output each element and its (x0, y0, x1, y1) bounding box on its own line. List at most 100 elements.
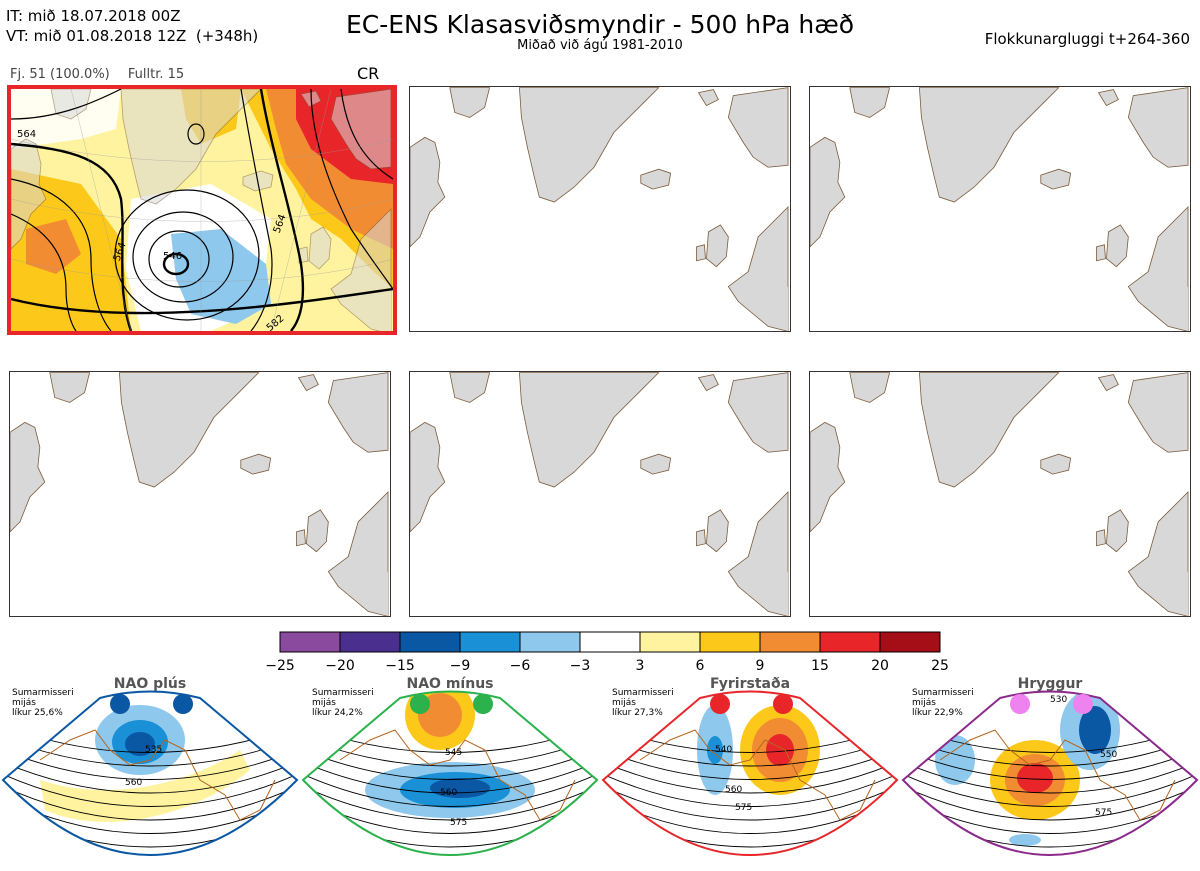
cluster-3-map (810, 87, 1189, 331)
height-contour (903, 772, 1197, 807)
anomaly-area (1017, 763, 1053, 793)
valid-time: VT: mið 01.08.2018 12Z (+348h) (6, 27, 259, 45)
contour-label: 535 (145, 745, 162, 755)
forecast-times: IT: mið 18.07.2018 00Z VT: mið 01.08.201… (6, 6, 258, 46)
coastline (639, 729, 876, 821)
regime-marker-dot (710, 694, 730, 714)
regime-1: NAO plús Sumarmisseri mijás líkur 25,6% 535 5… (0, 670, 300, 870)
initial-time: IT: mið 18.07.2018 00Z (6, 7, 181, 25)
height-contour (3, 844, 297, 855)
height-contour (3, 760, 297, 794)
contour-label: 545 (445, 748, 462, 758)
height-contour (3, 748, 297, 780)
cluster-panel-1: 564 564 546 564 582 (7, 85, 397, 335)
height-contour (603, 844, 897, 855)
cluster-1-map: 564 564 546 564 582 (11, 89, 393, 331)
coastline (939, 729, 1176, 821)
coastline (339, 729, 576, 821)
cluster-2-map (410, 87, 789, 331)
colorbar-swatch (819, 631, 881, 653)
height-contour (603, 808, 897, 848)
contour-label: 575 (1095, 808, 1112, 818)
colorbar: −25 −20 −15 −9 −6 −3 3 6 9 15 20 25 (265, 631, 949, 674)
regime-title: NAO plús (113, 676, 187, 692)
regime-note: Sumarmisseri mijás líkur 27,3% (612, 688, 674, 718)
cluster-6-map (810, 372, 1189, 616)
anomaly-area (125, 732, 155, 756)
colorbar-tick-label: 20 (871, 658, 889, 674)
height-contour (603, 832, 897, 855)
classification-window: Flokkunargluggi t+264-360 (984, 30, 1190, 48)
colorbar-tick-label: −3 (570, 658, 591, 674)
contour-label: 564 (17, 129, 36, 140)
regime-title: NAO mínus (406, 676, 494, 692)
colorbar-swatch (399, 631, 461, 653)
contour-label: 560 (725, 785, 742, 795)
height-contour (3, 784, 297, 821)
representative-member: Fulltr. 15 (127, 67, 185, 82)
regime-border (1, 690, 299, 856)
anomaly-area (1009, 834, 1041, 846)
cluster-panel-3 (809, 86, 1191, 332)
regime-4: Hryggur Sumarmisseri mijás líkur 22,9% 530 55… (900, 670, 1200, 870)
contour-label: 560 (440, 788, 457, 798)
height-contour (903, 760, 1197, 794)
regime-marker-dot (410, 694, 430, 714)
contour-label: 546 (163, 251, 182, 262)
regime-code: CR (357, 64, 380, 83)
height-contour (303, 772, 597, 807)
regime-border (301, 690, 599, 856)
anomaly-area (40, 750, 250, 822)
regime-border (901, 690, 1199, 856)
page-title: EC-ENS Klasasviðsmyndir - 500 hPa hæð (345, 10, 855, 39)
anomaly-area (430, 778, 490, 798)
page-subtitle: Miðað við ágú 1981-2010 (517, 38, 683, 53)
height-contour (603, 760, 897, 794)
contour-label: 560 (125, 778, 142, 788)
height-contour (603, 772, 897, 807)
colorbar-swatch (579, 631, 641, 653)
regime-note: Sumarmisseri mijás líkur 25,6% (12, 688, 74, 718)
colorbar-tick-label: −9 (450, 658, 471, 674)
height-contour (303, 844, 597, 855)
colorbar-tick-label: 9 (756, 658, 765, 674)
colorbar-swatch (279, 631, 341, 653)
contour-label: 575 (450, 818, 467, 828)
regime-title: Hryggur (1017, 676, 1083, 692)
anomaly-area (766, 734, 794, 766)
colorbar-tick-label: 15 (811, 658, 829, 674)
regime-note: Sumarmisseri mijás líkur 24,2% (312, 688, 374, 718)
regime-3: Fyrirstaða Sumarmisseri mijás líkur 27,3% 54… (600, 670, 900, 870)
regime-marker-dot (1073, 694, 1093, 714)
height-contour (3, 772, 297, 807)
contour-label: 575 (735, 803, 752, 813)
height-contour (603, 784, 897, 821)
height-contour (903, 784, 1197, 821)
height-contour (603, 748, 897, 780)
regime-marker-dot (1010, 694, 1030, 714)
member-count: Fj. 51 (100.0%) (10, 67, 110, 82)
cluster-panel-5 (409, 371, 791, 617)
anomaly-area (935, 735, 975, 785)
contour-label: 550 (1100, 750, 1117, 760)
cluster-4-map (10, 372, 389, 616)
regime-2: NAO mínus Sumarmisseri mijás líkur 24,2% 545… (300, 670, 600, 870)
colorbar-swatch (459, 631, 521, 653)
height-contour (303, 748, 597, 780)
regime-map: 535 560 (1, 690, 299, 856)
contour-label: 530 (1050, 695, 1067, 705)
regime-marker-dot (473, 694, 493, 714)
colorbar-tick-label: 25 (931, 658, 949, 674)
cluster-5-map (410, 372, 789, 616)
panel-info: Fj. 51 (100.0%) Fulltr. 15 (10, 67, 198, 82)
colorbar-swatch (699, 631, 761, 653)
colorbar-swatch (339, 631, 401, 653)
regime-map: 545 560 575 (301, 690, 599, 856)
colorbar-tick-label: −20 (325, 658, 355, 674)
regime-marker-dot (773, 694, 793, 714)
height-contour (303, 760, 597, 794)
cluster-panel-2 (409, 86, 791, 332)
contour-label: 540 (715, 745, 732, 755)
anomaly-area (1079, 706, 1111, 754)
colorbar-tick-label: −15 (385, 658, 415, 674)
